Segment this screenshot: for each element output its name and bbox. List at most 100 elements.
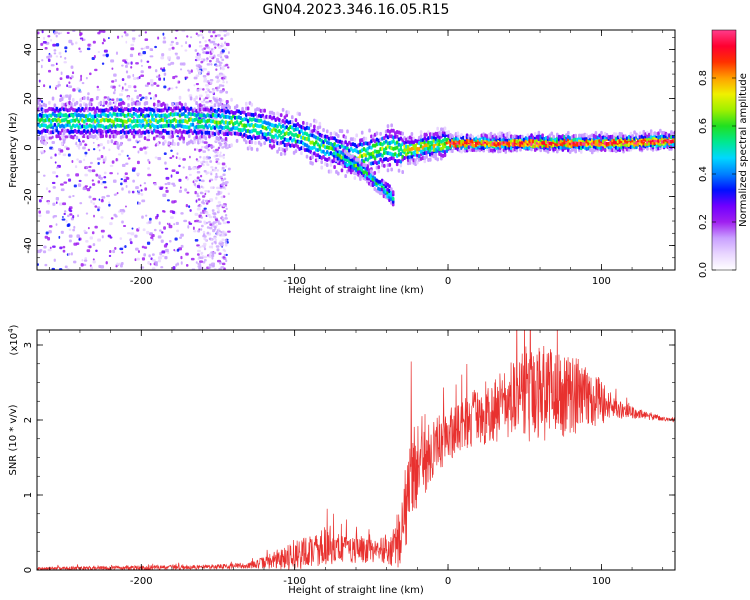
spectrogram-noise-cell: [199, 211, 203, 215]
spectrogram-noise-cell: [213, 89, 216, 92]
spectrogram-noise-cell: [121, 163, 126, 168]
spectrogram-noise-cell: [185, 252, 189, 256]
spectrogram-ylabel: Frequency (Hz): [8, 112, 19, 188]
spectrogram-noise-cell: [176, 248, 180, 252]
spectrogram-noise-cell: [83, 229, 86, 233]
spectrogram-noise-cell: [64, 135, 69, 139]
spectrogram-ridge-cell: [208, 123, 211, 128]
spectrogram-noise-cell: [51, 267, 55, 270]
spectrogram-ridge-cell: [307, 126, 311, 131]
spectrogram-noise-cell: [127, 157, 131, 160]
spectrogram-noise-cell: [223, 75, 227, 79]
spectrogram-ridge-cell: [171, 102, 174, 107]
spectrogram-noise-cell: [111, 80, 115, 83]
spectrogram-noise-cell: [146, 230, 150, 235]
spectrogram-noise-cell: [174, 37, 178, 40]
spectrogram-noise-cell: [48, 54, 53, 58]
spectrogram-noise-cell: [86, 249, 91, 253]
spectrogram-noise-cell: [51, 135, 54, 139]
spectrogram-ridge-cell: [267, 136, 270, 141]
spectrogram-ridge-cell: [401, 131, 404, 136]
spectrogram-noise-cell: [100, 229, 105, 233]
spectrogram-noise-cell: [76, 144, 81, 148]
spectrogram-ridge-cell: [353, 175, 357, 180]
spectrogram-noise-cell: [221, 166, 225, 170]
snr-series-line: [37, 330, 675, 570]
snr-ylabel: SNR (10 * v/v): [8, 404, 19, 475]
spectrogram-noise-cell: [202, 234, 205, 238]
spectrogram-noise-cell: [130, 232, 135, 236]
spectrogram-ridge-cell: [451, 134, 454, 139]
spectrogram-noise-cell: [225, 146, 229, 150]
spectrogram-y-tick-label: 0: [23, 144, 34, 150]
spectrogram-ridge-cell: [642, 129, 646, 134]
spectrogram-ridge-cell: [272, 111, 276, 116]
spectrogram-noise-cell: [140, 70, 144, 74]
spectrogram-noise-cell: [215, 196, 218, 200]
spectrogram-noise-cell: [221, 49, 225, 53]
spectrogram-noise-cell: [91, 231, 95, 235]
spectrogram-noise-cell: [107, 234, 112, 238]
spectrogram-ridge-cell: [574, 148, 577, 153]
spectrogram-noise-cell: [203, 169, 207, 173]
spectrogram-ridge-cell: [392, 128, 395, 133]
spectrogram-noise-cell: [174, 75, 178, 78]
spectrogram-ridge-cell: [423, 159, 427, 164]
spectrogram-ridge-cell: [318, 121, 322, 126]
spectrogram-noise-cell: [184, 77, 187, 81]
spectrogram-noise-cell: [145, 45, 150, 49]
spectrogram-noise-cell: [226, 221, 230, 224]
spectrogram-noise-cell: [202, 199, 205, 202]
spectrogram-ridge-cell: [86, 96, 90, 101]
spectrogram-noise-cell: [206, 57, 209, 61]
spectrogram-ridge-cell: [213, 131, 217, 136]
spectrogram-noise-cell: [125, 205, 127, 208]
spectrogram-ridge-cell: [649, 129, 653, 134]
spectrogram-noise-cell: [209, 223, 212, 226]
spectrogram-noise-cell: [187, 88, 190, 92]
spectrogram-noise-cell: [185, 264, 189, 267]
spectrogram-noise-cell: [192, 166, 196, 170]
spectrogram-noise-cell: [202, 150, 207, 153]
spectrogram-noise-cell: [144, 31, 147, 34]
spectrogram-noise-cell: [188, 165, 191, 169]
spectrogram-noise-cell: [99, 143, 103, 147]
spectrogram-noise-cell: [140, 192, 144, 196]
spectrogram-ridge-cell: [294, 149, 298, 154]
spectrogram-noise-cell: [86, 47, 91, 51]
spectrogram-noise-cell: [124, 82, 127, 86]
spectrogram-noise-cell: [71, 42, 74, 46]
spectrogram-ridge-cell: [434, 152, 438, 157]
spectrogram-noise-cell: [94, 205, 98, 208]
spectrogram-ridge-cell: [281, 129, 285, 134]
spectrogram-noise-cell: [157, 156, 162, 161]
spectrogram-noise-cell: [91, 179, 94, 182]
spectrogram-noise-cell: [160, 266, 164, 269]
spectrogram-ridge-cell: [46, 136, 49, 141]
spectrogram-ridge-cell: [108, 134, 112, 139]
spectrogram-noise-cell: [188, 70, 191, 75]
spectrogram-noise-cell: [222, 204, 225, 207]
spectrogram-noise-cell: [198, 267, 202, 270]
spectrogram-noise-cell: [87, 43, 92, 47]
spectrogram-noise-cell: [40, 100, 44, 103]
spectrogram-ridge-cell: [298, 112, 301, 117]
spectrogram-noise-cell: [165, 176, 170, 180]
spectrogram-ridge-cell: [241, 106, 244, 111]
colorbar-tick-label: 0.4: [698, 166, 709, 182]
spectrogram-noise-cell: [68, 39, 73, 44]
spectrogram-noise-cell: [140, 47, 144, 50]
spectrogram-ridge-cell: [250, 102, 254, 107]
spectrogram-noise-cell: [224, 187, 227, 190]
spectrogram-noise-cell: [198, 182, 201, 186]
spectrogram-noise-cell: [110, 59, 115, 63]
spectrogram-ridge-cell: [440, 156, 443, 161]
spectrogram-noise-cell: [135, 186, 139, 190]
spectrogram-noise-cell: [53, 49, 57, 52]
spectrogram-ridge-cell: [219, 102, 222, 107]
spectrogram-noise-cell: [120, 264, 123, 268]
spectrogram-noise-cell: [203, 258, 207, 262]
spectrogram-noise-cell: [79, 202, 83, 205]
spectrogram-noise-cell: [138, 226, 141, 230]
spectrogram-ridge-cell: [178, 95, 182, 100]
